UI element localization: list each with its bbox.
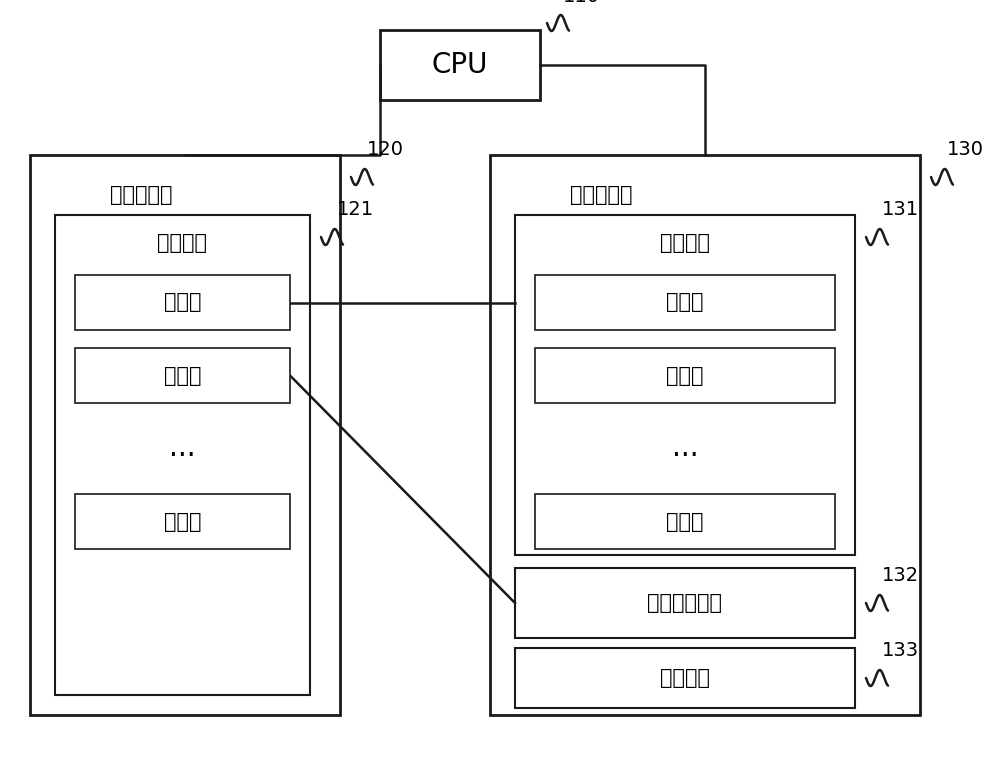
Text: ...: ... (169, 434, 196, 463)
Bar (75, 275, 290, 330)
Bar (30, 155, 340, 715)
Text: 第二存储器: 第二存储器 (570, 185, 633, 205)
Bar (490, 155, 920, 715)
Text: 通知模块: 通知模块 (660, 668, 710, 688)
Text: 121: 121 (337, 200, 374, 219)
Bar (515, 215, 855, 555)
Bar (515, 568, 855, 638)
Text: 物理内存: 物理内存 (158, 233, 208, 253)
Text: 逻辑代码模块: 逻辑代码模块 (648, 593, 722, 613)
Bar (380, 30, 540, 100)
Bar (515, 648, 855, 708)
Bar (535, 494, 835, 549)
Text: 131: 131 (882, 200, 919, 219)
Text: 110: 110 (563, 0, 600, 6)
Bar (55, 215, 310, 695)
Text: 内存页: 内存页 (164, 512, 201, 532)
Text: ...: ... (672, 434, 698, 463)
Bar (535, 275, 835, 330)
Text: 133: 133 (882, 641, 919, 660)
Bar (535, 348, 835, 403)
Text: 120: 120 (367, 140, 404, 159)
Text: 内存页: 内存页 (666, 365, 704, 385)
Text: 内存页: 内存页 (666, 512, 704, 532)
Text: 第一存储器: 第一存储器 (110, 185, 173, 205)
Text: 132: 132 (882, 566, 919, 585)
Text: 内存页: 内存页 (164, 293, 201, 313)
Text: 内存页: 内存页 (164, 365, 201, 385)
Bar (75, 348, 290, 403)
Text: 130: 130 (947, 140, 984, 159)
Text: 虚拟内存: 虚拟内存 (660, 233, 710, 253)
Text: 内存页: 内存页 (666, 293, 704, 313)
Text: CPU: CPU (432, 51, 488, 79)
Bar (75, 494, 290, 549)
